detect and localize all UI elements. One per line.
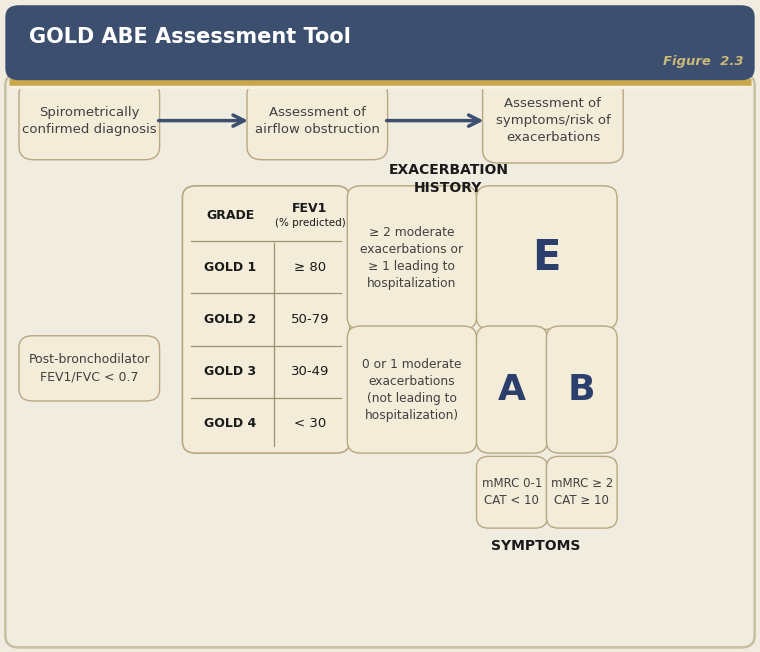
Text: SYMPTOMS: SYMPTOMS [491, 539, 581, 553]
Text: Spirometrically
confirmed diagnosis: Spirometrically confirmed diagnosis [22, 106, 157, 136]
Text: 30-49: 30-49 [291, 365, 329, 378]
Text: GOLD ABE Assessment Tool: GOLD ABE Assessment Tool [29, 27, 351, 47]
Text: B: B [568, 372, 596, 407]
FancyBboxPatch shape [347, 186, 477, 329]
FancyBboxPatch shape [483, 78, 623, 163]
Text: FEV1: FEV1 [292, 202, 328, 215]
Text: Figure  2.3: Figure 2.3 [663, 55, 743, 68]
Text: 0 or 1 moderate
exacerbations
(not leading to
hospitalization): 0 or 1 moderate exacerbations (not leadi… [363, 357, 461, 422]
FancyBboxPatch shape [247, 82, 388, 160]
FancyBboxPatch shape [5, 5, 755, 80]
FancyBboxPatch shape [19, 336, 160, 401]
FancyBboxPatch shape [5, 74, 755, 647]
Text: GRADE: GRADE [206, 209, 254, 222]
Text: GOLD 4: GOLD 4 [204, 417, 256, 430]
Text: EXACERBATION
HISTORY: EXACERBATION HISTORY [388, 163, 508, 196]
Text: mMRC ≥ 2
CAT ≥ 10: mMRC ≥ 2 CAT ≥ 10 [551, 477, 613, 507]
Text: mMRC 0-1
CAT < 10: mMRC 0-1 CAT < 10 [482, 477, 542, 507]
Text: 50-79: 50-79 [290, 313, 329, 326]
Text: GOLD 3: GOLD 3 [204, 365, 256, 378]
FancyBboxPatch shape [546, 326, 617, 453]
Text: GOLD 1: GOLD 1 [204, 261, 256, 274]
Text: (% predicted): (% predicted) [274, 218, 345, 228]
FancyBboxPatch shape [182, 186, 350, 453]
FancyBboxPatch shape [19, 82, 160, 160]
FancyBboxPatch shape [347, 326, 477, 453]
FancyBboxPatch shape [477, 186, 617, 329]
Text: Assessment of
symptoms/risk of
exacerbations: Assessment of symptoms/risk of exacerbat… [496, 97, 610, 144]
Text: < 30: < 30 [294, 417, 326, 430]
Text: GOLD 2: GOLD 2 [204, 313, 256, 326]
FancyBboxPatch shape [477, 456, 547, 528]
Text: ≥ 2 moderate
exacerbations or
≥ 1 leading to
hospitalization: ≥ 2 moderate exacerbations or ≥ 1 leadin… [360, 226, 464, 289]
FancyBboxPatch shape [546, 456, 617, 528]
Text: ≥ 80: ≥ 80 [294, 261, 326, 274]
Text: E: E [533, 237, 561, 278]
Text: Post-bronchodilator
FEV1/FVC < 0.7: Post-bronchodilator FEV1/FVC < 0.7 [28, 353, 150, 383]
Text: A: A [498, 372, 526, 407]
FancyBboxPatch shape [477, 326, 547, 453]
Text: Assessment of
airflow obstruction: Assessment of airflow obstruction [255, 106, 380, 136]
